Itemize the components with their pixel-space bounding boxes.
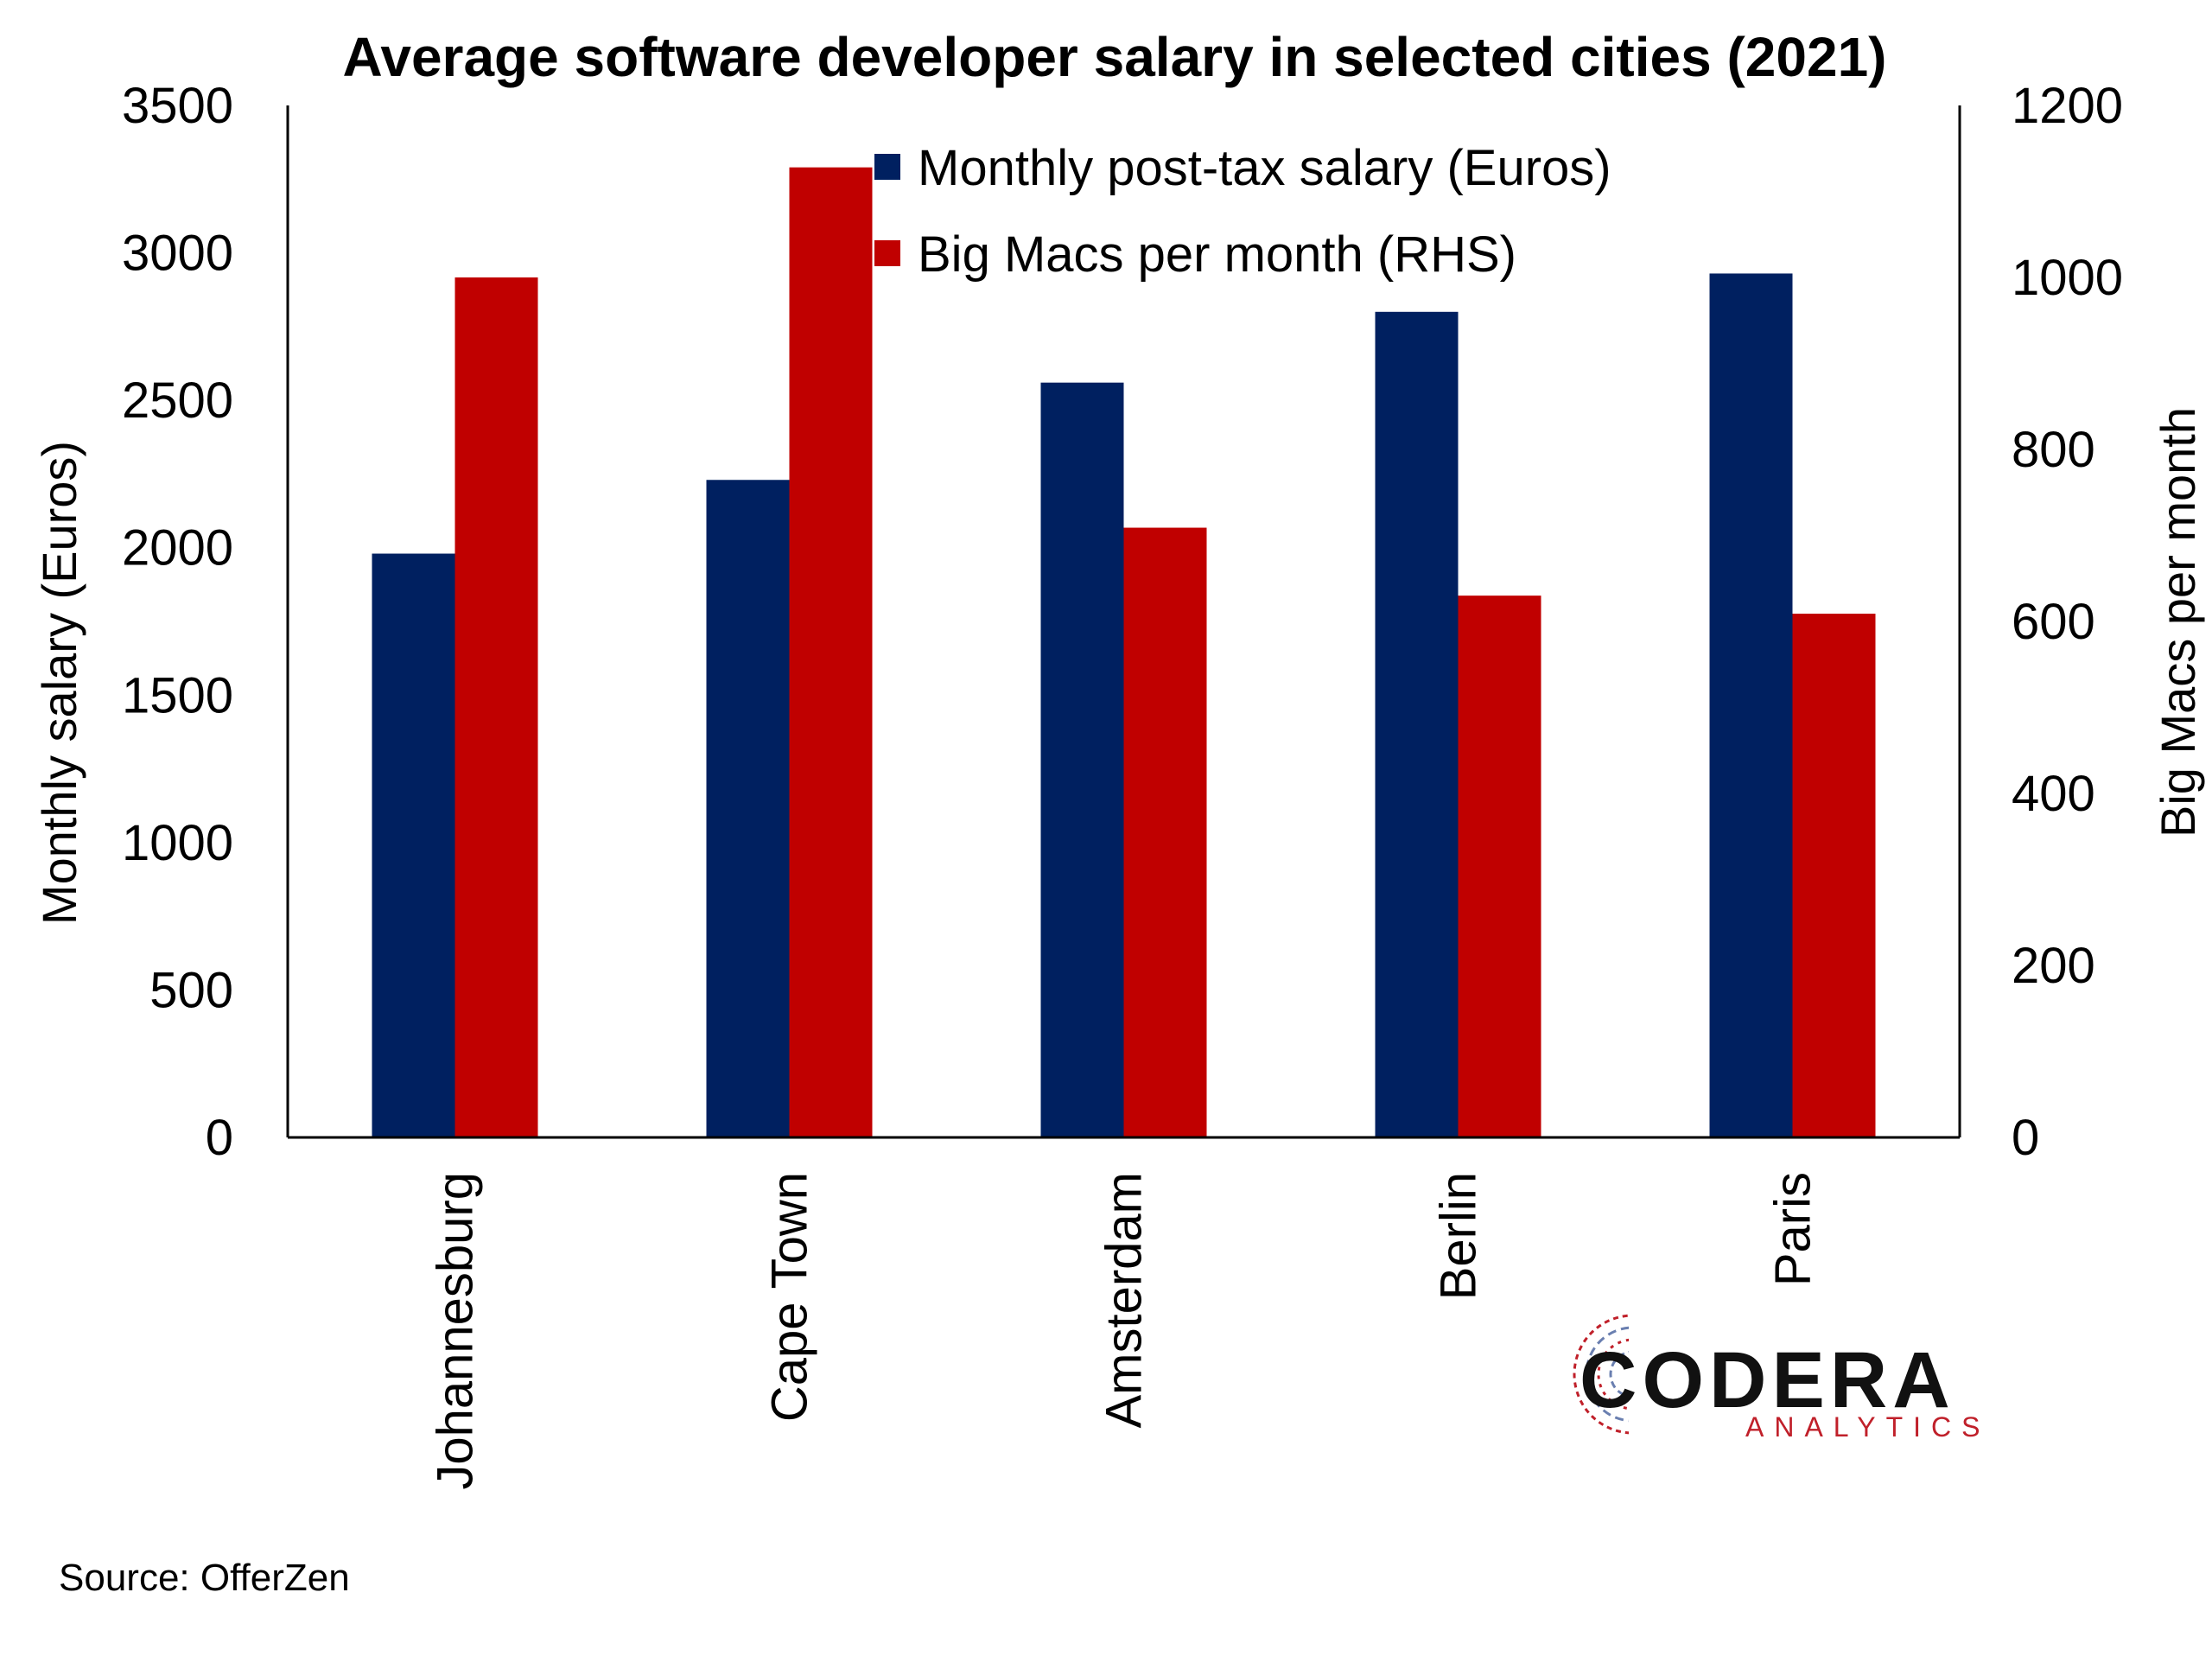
left-tick-labels: 0 500 1000 1500 2000 2500 3000 3500: [122, 78, 233, 1166]
right-tick-label: 400: [2012, 766, 2095, 822]
bar-salary-berlin: [1375, 311, 1459, 1137]
left-tick-label: 3000: [122, 226, 233, 282]
right-tick-label: 600: [2012, 594, 2095, 650]
right-tick-label: 1200: [2012, 78, 2123, 134]
logo-subtitle: ANALYTICS: [1745, 1411, 1990, 1443]
bar-bigmacs-cape-town: [789, 167, 873, 1137]
category-labels: Johannesburg Cape Town Amsterdam Berlin Pari…: [428, 1172, 1821, 1490]
legend-swatch-salary: [874, 154, 900, 180]
category-label: Berlin: [1431, 1172, 1487, 1300]
codera-logo: CODERA ANALYTICS: [1573, 1305, 1990, 1443]
left-tick-label: 1500: [122, 667, 233, 723]
legend-label-bigmacs: Big Macs per month (RHS): [918, 226, 1516, 283]
bar-bigmacs-berlin: [1458, 596, 1541, 1137]
right-tick-label: 0: [2012, 1110, 2039, 1166]
right-axis-title: Big Macs per month: [2151, 407, 2205, 838]
source-note: Source: OfferZen: [59, 1557, 350, 1599]
left-tick-label: 2000: [122, 520, 233, 576]
right-tick-label: 800: [2012, 422, 2095, 478]
bars-group: [372, 167, 1876, 1137]
bar-bigmacs-amsterdam: [1123, 527, 1207, 1137]
left-tick-label: 2500: [122, 373, 233, 429]
left-tick-label: 1000: [122, 815, 233, 871]
legend-swatch-bigmacs: [874, 240, 900, 266]
bar-salary-amsterdam: [1040, 382, 1124, 1137]
logo-swirl-icon: [1573, 1305, 1707, 1443]
bar-salary-johannesburg: [372, 553, 455, 1137]
left-axis-title: Monthly salary (Euros): [32, 441, 86, 925]
right-tick-label: 1000: [2012, 250, 2123, 306]
axes-group: [286, 105, 1961, 1139]
legend-label-salary: Monthly post-tax salary (Euros): [918, 140, 1611, 196]
category-label: Amsterdam: [1096, 1172, 1153, 1429]
bar-bigmacs-paris: [1792, 614, 1876, 1137]
bar-salary-paris: [1709, 273, 1793, 1137]
logo-name: CODERA: [1580, 1336, 1955, 1424]
chart-title: Average software developer salary in sel…: [343, 26, 1887, 88]
left-tick-label: 3500: [122, 78, 233, 134]
left-tick-label: 0: [206, 1110, 233, 1166]
bar-salary-cape-town: [706, 480, 790, 1137]
bar-bigmacs-johannesburg: [454, 277, 538, 1137]
left-tick-label: 500: [149, 962, 233, 1018]
category-label: Paris: [1765, 1172, 1821, 1286]
category-label: Cape Town: [762, 1172, 818, 1422]
legend: Monthly post-tax salary (Euros) Big Macs…: [874, 140, 1611, 283]
right-tick-label: 200: [2012, 938, 2095, 994]
category-label: Johannesburg: [428, 1172, 484, 1490]
right-tick-labels: 0 200 400 600 800 1000 1200: [2012, 78, 2123, 1166]
